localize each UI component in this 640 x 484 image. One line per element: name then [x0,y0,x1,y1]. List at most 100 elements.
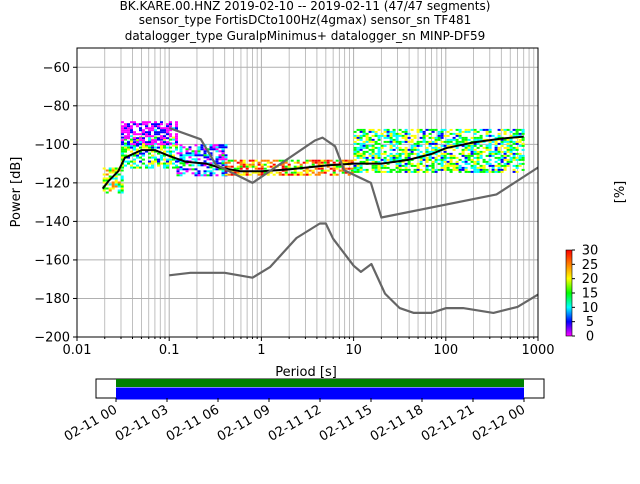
density-cell [269,161,273,164]
density-cell [440,152,444,155]
density-cell [506,162,510,165]
density-cell [133,141,136,144]
density-cell [148,137,151,140]
density-cell [136,154,139,157]
density-cell [521,138,525,141]
density-cell [383,136,387,139]
density-cell [413,144,417,147]
density-cell [365,160,369,163]
density-cell [166,125,169,128]
density-cell [404,164,408,167]
density-cell [305,159,309,162]
density-cell [124,131,127,134]
y-tick-label: −60 [43,61,70,76]
density-cell [500,128,504,131]
density-cell [425,148,429,151]
x-tick-label: 0.01 [63,343,92,358]
density-cell [127,162,130,165]
density-cell [398,134,402,137]
density-cell [230,165,234,168]
density-cell [395,152,399,155]
density-cell [482,160,486,163]
density-cell [395,138,399,141]
density-cell [407,168,411,171]
density-cell [130,143,133,146]
density-cell [440,164,444,167]
density-cell [434,156,438,159]
density-cell [422,140,426,143]
density-cell [200,148,204,151]
density-cell [191,164,195,167]
density-cell [133,121,136,124]
density-cell [434,158,438,161]
density-cell [218,154,222,157]
density-cell [145,121,148,124]
density-cell [509,130,513,133]
density-cell [515,166,519,169]
density-cell [380,134,384,137]
density-cell [169,129,172,132]
density-cell [329,159,333,162]
density-cell [449,154,453,157]
density-cell [251,165,255,168]
density-cell [425,142,429,145]
density-cell [221,154,225,157]
density-cell [452,162,456,165]
density-cell [142,133,145,136]
density-cell [105,177,109,180]
density-cell [166,129,169,132]
density-cell [353,146,357,149]
y-tick-label: −100 [34,138,70,153]
density-cell [359,156,363,159]
density-cell [497,170,501,173]
density-cell [461,168,465,171]
density-cell [512,164,516,167]
density-cell [494,140,498,143]
density-cell [136,144,139,147]
density-cell [182,156,186,159]
density-cell [458,166,462,169]
density-cell [410,164,414,167]
density-cell [157,138,160,141]
density-cell [151,123,154,126]
density-cell [485,128,489,131]
density-cell [197,170,201,173]
density-cell [133,154,136,157]
density-cell [512,148,516,151]
density-cell [362,128,366,131]
density-cell [124,142,127,145]
density-cell [179,150,183,153]
density-cell [266,159,270,162]
density-cell [440,158,444,161]
density-cell [176,152,180,155]
density-cell [139,156,142,159]
density-cell [437,146,441,149]
x-tick-label: 0.1 [159,343,180,358]
density-cell [224,144,228,147]
density-cell [368,152,372,155]
density-cell [521,158,525,161]
density-cell [452,138,456,141]
density-cell [482,170,486,173]
density-cell [503,150,507,153]
density-cell [425,158,429,161]
density-cell [497,158,501,161]
density-cell [500,170,504,173]
density-cell [395,156,399,159]
density-cell [416,168,420,171]
density-cell [401,150,405,153]
density-cell [512,128,516,131]
density-cell [485,154,489,157]
density-cell [305,161,309,164]
density-cell [395,142,399,145]
density-cell [332,169,336,172]
density-cell [512,170,516,173]
density-cell [221,152,225,155]
density-cell [461,130,465,133]
density-cell [494,144,498,147]
density-cell [185,148,189,151]
density-cell [473,168,477,171]
density-cell [166,123,169,126]
density-cell [296,159,300,162]
density-cell [139,160,142,163]
